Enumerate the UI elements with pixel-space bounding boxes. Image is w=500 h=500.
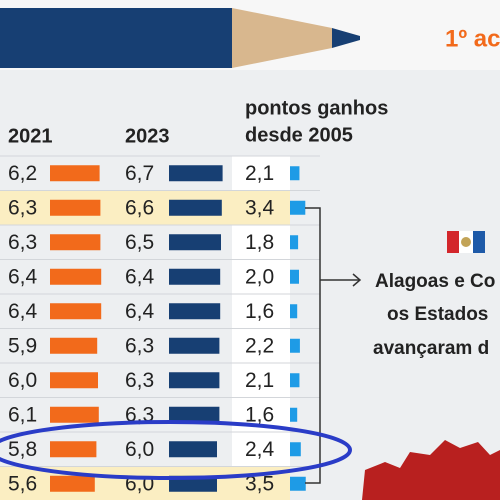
value-2021: 6,2 xyxy=(8,162,37,185)
value-2023: 6,3 xyxy=(125,334,154,357)
value-2021: 6,4 xyxy=(8,265,38,288)
note-line: Alagoas e Co xyxy=(375,271,495,292)
gain-cell xyxy=(232,225,290,260)
pencil-body xyxy=(0,8,232,68)
bar-2021 xyxy=(50,268,102,285)
flag xyxy=(447,231,485,253)
gain-bar xyxy=(290,373,300,388)
value-2021: 6,4 xyxy=(8,300,38,323)
bar-2021 xyxy=(50,441,97,458)
bar-2023 xyxy=(169,406,220,423)
bar-2023 xyxy=(169,372,220,389)
gain-value: 3,4 xyxy=(245,196,275,219)
pencil-wood xyxy=(232,8,332,68)
note-line: os Estados xyxy=(387,304,488,325)
value-2021: 5,6 xyxy=(8,472,37,495)
value-2023: 6,7 xyxy=(125,162,154,185)
bar-2023 xyxy=(169,303,221,320)
gain-bar xyxy=(290,476,306,491)
gain-bar xyxy=(290,200,306,215)
bar-2023 xyxy=(169,441,217,458)
gain-cell xyxy=(232,156,290,191)
value-2023: 6,0 xyxy=(125,438,154,461)
badge: 1º ac xyxy=(445,25,500,52)
gain-bar xyxy=(290,338,300,353)
gain-cell xyxy=(232,328,290,363)
bar-2021 xyxy=(50,303,102,320)
gain-value: 1,8 xyxy=(245,231,274,254)
note-line: avançaram d xyxy=(373,338,489,359)
value-2023: 6,3 xyxy=(125,369,154,392)
bar-2023 xyxy=(169,199,222,216)
gain-value: 2,1 xyxy=(245,369,274,392)
gain-value: 2,0 xyxy=(245,265,274,288)
value-2021: 6,3 xyxy=(8,196,37,219)
value-2021: 6,1 xyxy=(8,403,37,426)
gain-cell xyxy=(232,294,290,329)
arrow-head xyxy=(352,273,362,287)
bracket xyxy=(305,207,321,484)
gain-value: 2,2 xyxy=(245,334,274,357)
bar-2021 xyxy=(50,337,98,354)
value-2021: 5,9 xyxy=(8,334,37,357)
col-header: desde 2005 xyxy=(245,124,353,146)
value-2023: 6,4 xyxy=(125,265,155,288)
gain-value: 1,6 xyxy=(245,300,274,323)
value-2021: 6,3 xyxy=(8,231,37,254)
value-2023: 6,4 xyxy=(125,300,155,323)
gain-bar xyxy=(290,442,301,457)
bar-2021 xyxy=(50,406,99,423)
col-header: pontos ganhos xyxy=(245,97,388,119)
bar-2021 xyxy=(50,234,101,251)
pencil-tip xyxy=(332,28,360,48)
gain-cell xyxy=(232,190,290,225)
value-2023: 6,6 xyxy=(125,196,154,219)
gain-value: 2,4 xyxy=(245,438,275,461)
gain-value: 1,6 xyxy=(245,403,274,426)
gain-bar xyxy=(290,407,298,422)
value-2021: 6,0 xyxy=(8,369,37,392)
bar-2023 xyxy=(169,234,221,251)
value-2023: 6,5 xyxy=(125,231,154,254)
bar-2023 xyxy=(169,165,223,182)
gain-cell xyxy=(232,259,290,294)
bar-2023 xyxy=(169,337,220,354)
map xyxy=(362,440,500,500)
col-header: 2021 xyxy=(8,125,53,147)
value-2021: 5,8 xyxy=(8,438,37,461)
gain-bar xyxy=(290,269,299,284)
gain-bar xyxy=(290,166,300,181)
bar-2021 xyxy=(50,475,95,492)
bar-2021 xyxy=(50,372,98,389)
gain-cell xyxy=(232,432,290,467)
highlight-ellipse xyxy=(0,420,352,480)
gain-bar xyxy=(290,304,298,319)
gain-cell xyxy=(232,363,290,398)
rows: 6,2 6,7 2,1 6,3 6,6 3,4 6,3 6,5 1,8 6,4 6,4 2,0 6,4 6… xyxy=(0,155,320,500)
gain-value: 2,1 xyxy=(245,162,274,185)
bar-2023 xyxy=(169,268,221,285)
gain-value: 3,5 xyxy=(245,472,274,495)
col-header: 2023 xyxy=(125,125,170,147)
bar-2021 xyxy=(50,165,100,182)
gain-bar xyxy=(290,235,299,250)
bar-2021 xyxy=(50,199,101,216)
